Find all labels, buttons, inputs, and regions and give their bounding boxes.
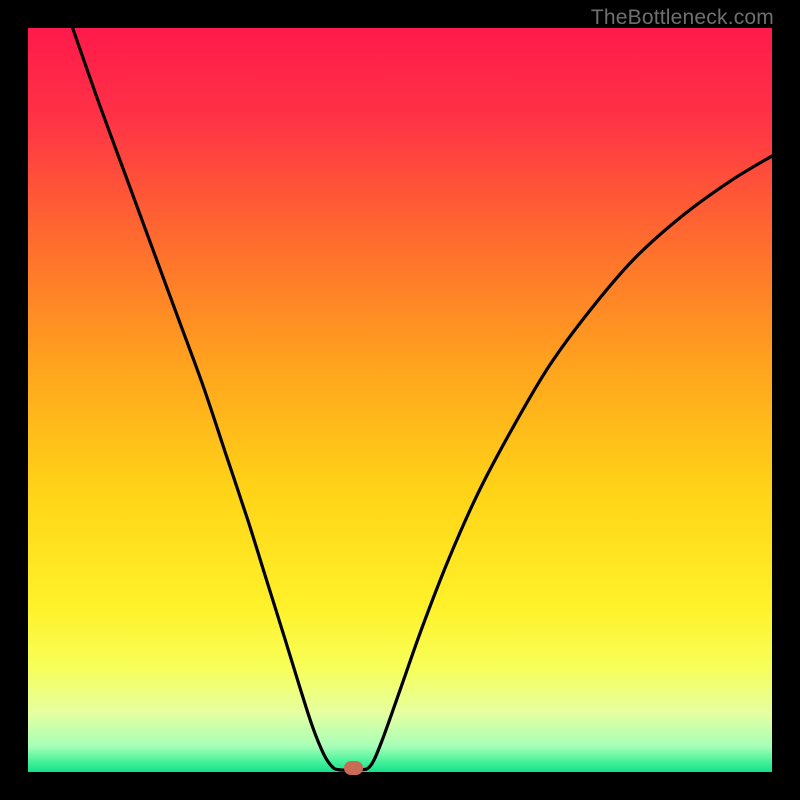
watermark-text: TheBottleneck.com: [591, 6, 774, 30]
curve-layer: [28, 28, 772, 772]
chart-frame: TheBottleneck.com: [0, 0, 800, 800]
optimum-marker: [344, 761, 363, 775]
bottleneck-curve: [73, 28, 772, 770]
plot-area: [28, 28, 772, 772]
